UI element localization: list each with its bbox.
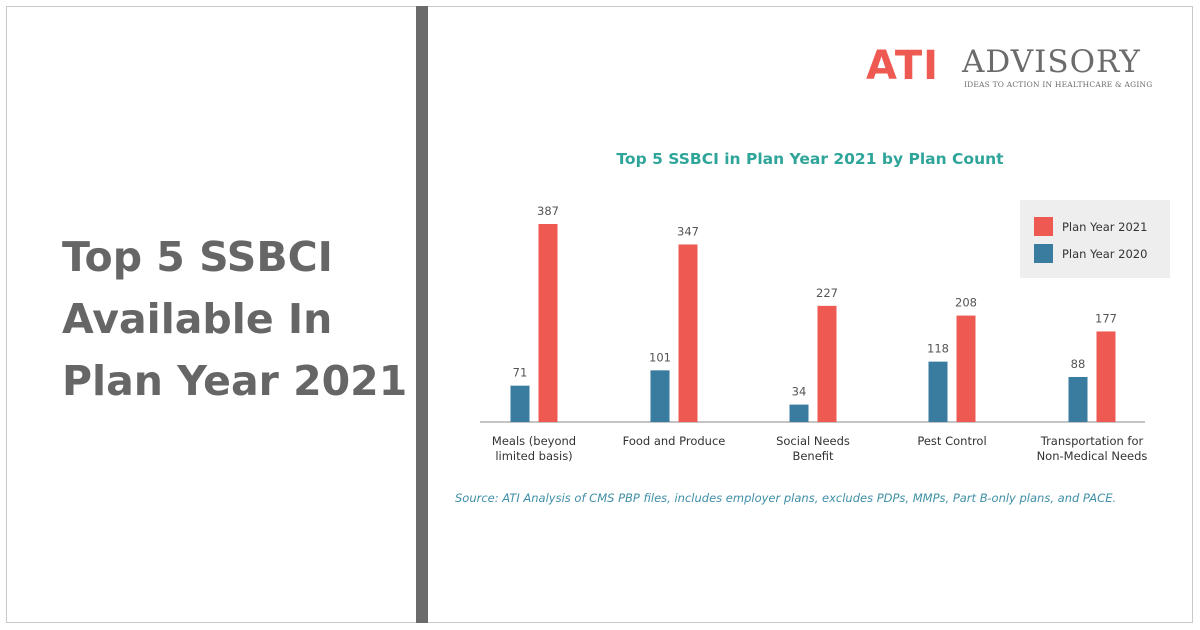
category-label-0-0: Meals (beyond <box>492 434 576 448</box>
headline-line-1: Top 5 SSBCI <box>62 233 333 281</box>
value-label-2020-1: 101 <box>649 350 671 364</box>
headline: Top 5 SSBCI Available In Plan Year 2021 <box>62 226 407 412</box>
bar-2021-0 <box>538 224 558 422</box>
bars-group <box>510 224 1116 422</box>
legend-swatch-1 <box>1034 244 1053 263</box>
bar-2020-1 <box>650 370 670 422</box>
value-label-2020-2: 34 <box>792 385 807 399</box>
bar-2020-0 <box>510 385 530 422</box>
category-label-2-0: Social Needs <box>776 434 850 448</box>
legend-label-1: Plan Year 2020 <box>1062 247 1147 261</box>
value-label-2021-0: 387 <box>537 204 559 218</box>
vertical-divider <box>416 6 428 623</box>
chart-title: Top 5 SSBCI in Plan Year 2021 by Plan Co… <box>616 150 1004 168</box>
value-label-2020-3: 118 <box>927 342 949 356</box>
logo-tagline: IDEAS TO ACTION IN HEALTHCARE & AGING <box>964 80 1153 89</box>
bar-2021-1 <box>678 244 698 422</box>
category-label-0-1: limited basis) <box>495 449 572 463</box>
legend: Plan Year 2021 Plan Year 2020 <box>1020 200 1170 278</box>
value-label-2021-3: 208 <box>955 296 977 310</box>
category-label-3-0: Pest Control <box>917 434 986 448</box>
category-label-1-0: Food and Produce <box>623 434 726 448</box>
legend-box <box>1020 200 1170 278</box>
logo-name: ADVISORY <box>962 44 1141 80</box>
value-label-2020-0: 71 <box>513 366 528 380</box>
value-label-2021-4: 177 <box>1095 311 1117 325</box>
card-frame <box>6 6 1193 623</box>
category-label-4-0: Transportation for <box>1040 434 1144 448</box>
headline-line-2: Available In <box>62 295 333 343</box>
source-note: Source: ATI Analysis of CMS PBP files, i… <box>455 491 1117 505</box>
value-label-2021-2: 227 <box>816 286 838 300</box>
category-label-4-1: Non-Medical Needs <box>1037 449 1148 463</box>
bar-2020-4 <box>1068 376 1088 422</box>
bar-2020-3 <box>928 361 948 422</box>
bar-2021-2 <box>817 305 837 422</box>
logo-mark: ATI <box>866 43 940 89</box>
legend-label-0: Plan Year 2021 <box>1062 220 1147 234</box>
ati-advisory-logo: ATI ADVISORY IDEAS TO ACTION IN HEALTHCA… <box>866 43 1152 94</box>
value-labels-group: 71 387 101 347 34 227 118 208 88 177 <box>513 204 1117 399</box>
category-label-2-1: Benefit <box>792 449 834 463</box>
bar-2021-4 <box>1096 331 1116 422</box>
bar-2020-2 <box>789 404 809 422</box>
bar-2021-3 <box>956 315 976 422</box>
legend-swatch-0 <box>1034 217 1053 236</box>
value-label-2021-1: 347 <box>677 224 699 238</box>
headline-line-3: Plan Year 2021 <box>62 357 408 405</box>
value-label-2020-4: 88 <box>1071 357 1086 371</box>
